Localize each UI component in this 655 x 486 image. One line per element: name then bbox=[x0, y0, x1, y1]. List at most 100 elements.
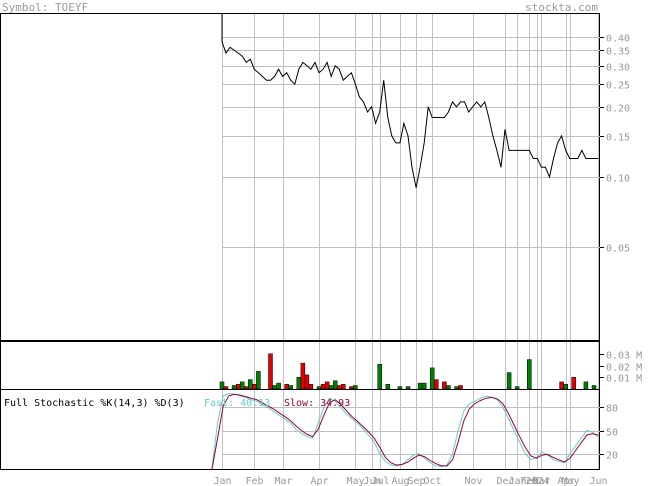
volume-bar bbox=[316, 386, 322, 390]
month-label: Oct bbox=[423, 476, 441, 486]
volume-bar bbox=[248, 379, 253, 390]
price-tick-label: 0.10 bbox=[606, 174, 630, 185]
volume-bar bbox=[527, 359, 532, 390]
volume-bar bbox=[559, 381, 564, 390]
volume-tick-label: 0.03 M bbox=[606, 351, 642, 362]
volume-bar bbox=[296, 377, 302, 390]
volume-bar bbox=[328, 385, 334, 390]
stochastic-panel-frame bbox=[0, 389, 600, 470]
month-label: Jan bbox=[508, 476, 526, 486]
volume-panel: 0.03 M0.02 M0.01 M bbox=[0, 341, 642, 390]
symbol-label: Symbol: TOEYF bbox=[2, 1, 88, 14]
volume-bars bbox=[219, 353, 597, 390]
price-series-line bbox=[221, 14, 598, 188]
volume-bar bbox=[244, 386, 249, 390]
price-tick-label: 0.40 bbox=[606, 34, 630, 45]
month-label: Jul bbox=[371, 476, 389, 486]
month-label: Feb bbox=[520, 476, 538, 486]
volume-bar bbox=[341, 384, 346, 390]
volume-bar bbox=[591, 385, 597, 390]
price-panel: 0.40 0.35 0.30 0.25 0.20 0.15 0.10 0.05 bbox=[0, 13, 630, 341]
month-label: Apr bbox=[310, 476, 328, 486]
volume-bar bbox=[239, 381, 245, 390]
volume-bar bbox=[434, 379, 439, 390]
price-tick-label: 0.30 bbox=[606, 63, 630, 74]
month-label: Nov bbox=[464, 476, 482, 486]
volume-y-axis: 0.03 M0.02 M0.01 M bbox=[600, 351, 642, 385]
month-label: Mar bbox=[532, 476, 550, 486]
stochastic-slow-line bbox=[211, 393, 599, 470]
month-label: Dec bbox=[496, 476, 514, 486]
volume-bar bbox=[405, 386, 411, 390]
stochastic-panel: 80 50 20 Full Stochastic %K(14,3) %D(3) Fa… bbox=[0, 389, 618, 470]
volume-bar bbox=[336, 385, 342, 390]
month-label: Sep bbox=[407, 476, 425, 486]
volume-bar bbox=[514, 386, 520, 390]
month-label: Aug bbox=[391, 476, 409, 486]
stochastic-tick-label: 50 bbox=[606, 428, 618, 439]
volume-bar bbox=[563, 384, 568, 390]
month-label: Feb bbox=[245, 476, 263, 486]
month-label: May bbox=[561, 476, 579, 486]
volume-bar bbox=[446, 385, 451, 390]
site-watermark: stockta.com bbox=[525, 1, 598, 14]
stochastic-fast-value: Fast: 40.13 bbox=[204, 398, 270, 409]
volume-bar bbox=[506, 372, 512, 390]
volume-bar bbox=[304, 374, 310, 390]
volume-bar bbox=[288, 385, 293, 390]
volume-bar bbox=[268, 353, 273, 390]
volume-bar bbox=[429, 367, 435, 390]
volume-bar bbox=[252, 384, 257, 390]
price-grid bbox=[222, 14, 600, 340]
volume-bar bbox=[272, 385, 277, 390]
volume-bar bbox=[421, 382, 427, 390]
volume-bar bbox=[256, 371, 261, 390]
price-tick-label: 0.15 bbox=[606, 133, 630, 144]
price-tick-label: 0.20 bbox=[606, 104, 630, 115]
month-label: Jun bbox=[589, 476, 607, 486]
volume-bar bbox=[353, 385, 358, 390]
month-label: May bbox=[346, 476, 364, 486]
volume-bar bbox=[397, 386, 403, 390]
month-label: Mar bbox=[274, 476, 292, 486]
volume-bar bbox=[454, 386, 459, 390]
volume-grid bbox=[222, 342, 599, 389]
volume-bar bbox=[349, 386, 354, 390]
month-label: 2024 bbox=[525, 476, 549, 486]
volume-bar bbox=[300, 362, 306, 390]
volume-bar bbox=[320, 384, 326, 390]
volume-bar bbox=[442, 381, 447, 390]
month-label: Apr bbox=[557, 476, 575, 486]
volume-bar bbox=[324, 381, 330, 390]
price-tick-label: 0.35 bbox=[606, 47, 630, 58]
volume-bar bbox=[284, 384, 289, 390]
stochastic-slow-value: Slow: 34.93 bbox=[284, 398, 350, 409]
volume-bar bbox=[583, 381, 589, 390]
volume-bar bbox=[308, 384, 314, 390]
stochastic-y-axis: 80 50 20 bbox=[600, 404, 618, 462]
volume-tick-label: 0.01 M bbox=[606, 374, 642, 385]
volume-bar bbox=[219, 381, 225, 390]
volume-bar bbox=[276, 382, 281, 390]
volume-bar bbox=[223, 386, 229, 390]
stochastic-tick-label: 80 bbox=[606, 404, 618, 415]
month-label: Jun bbox=[363, 476, 381, 486]
price-y-axis: 0.40 0.35 0.30 0.25 0.20 0.15 0.10 0.05 bbox=[600, 34, 630, 255]
volume-bar bbox=[231, 385, 237, 390]
volume-bar bbox=[332, 380, 338, 390]
volume-bar bbox=[417, 382, 423, 390]
price-tick-label: 0.25 bbox=[606, 81, 630, 92]
stochastic-fast-line bbox=[211, 392, 599, 468]
volume-tick-label: 0.02 M bbox=[606, 363, 642, 374]
volume-bar bbox=[377, 364, 382, 390]
volume-bar bbox=[235, 384, 241, 390]
stochastic-title: Full Stochastic %K(14,3) %D(3) bbox=[4, 398, 185, 409]
volume-bar bbox=[571, 377, 576, 390]
price-tick-label: 0.05 bbox=[606, 244, 630, 255]
month-label: Jan bbox=[213, 476, 231, 486]
volume-bar bbox=[385, 384, 391, 390]
volume-bar bbox=[458, 385, 463, 390]
stochastic-tick-label: 20 bbox=[606, 451, 618, 462]
